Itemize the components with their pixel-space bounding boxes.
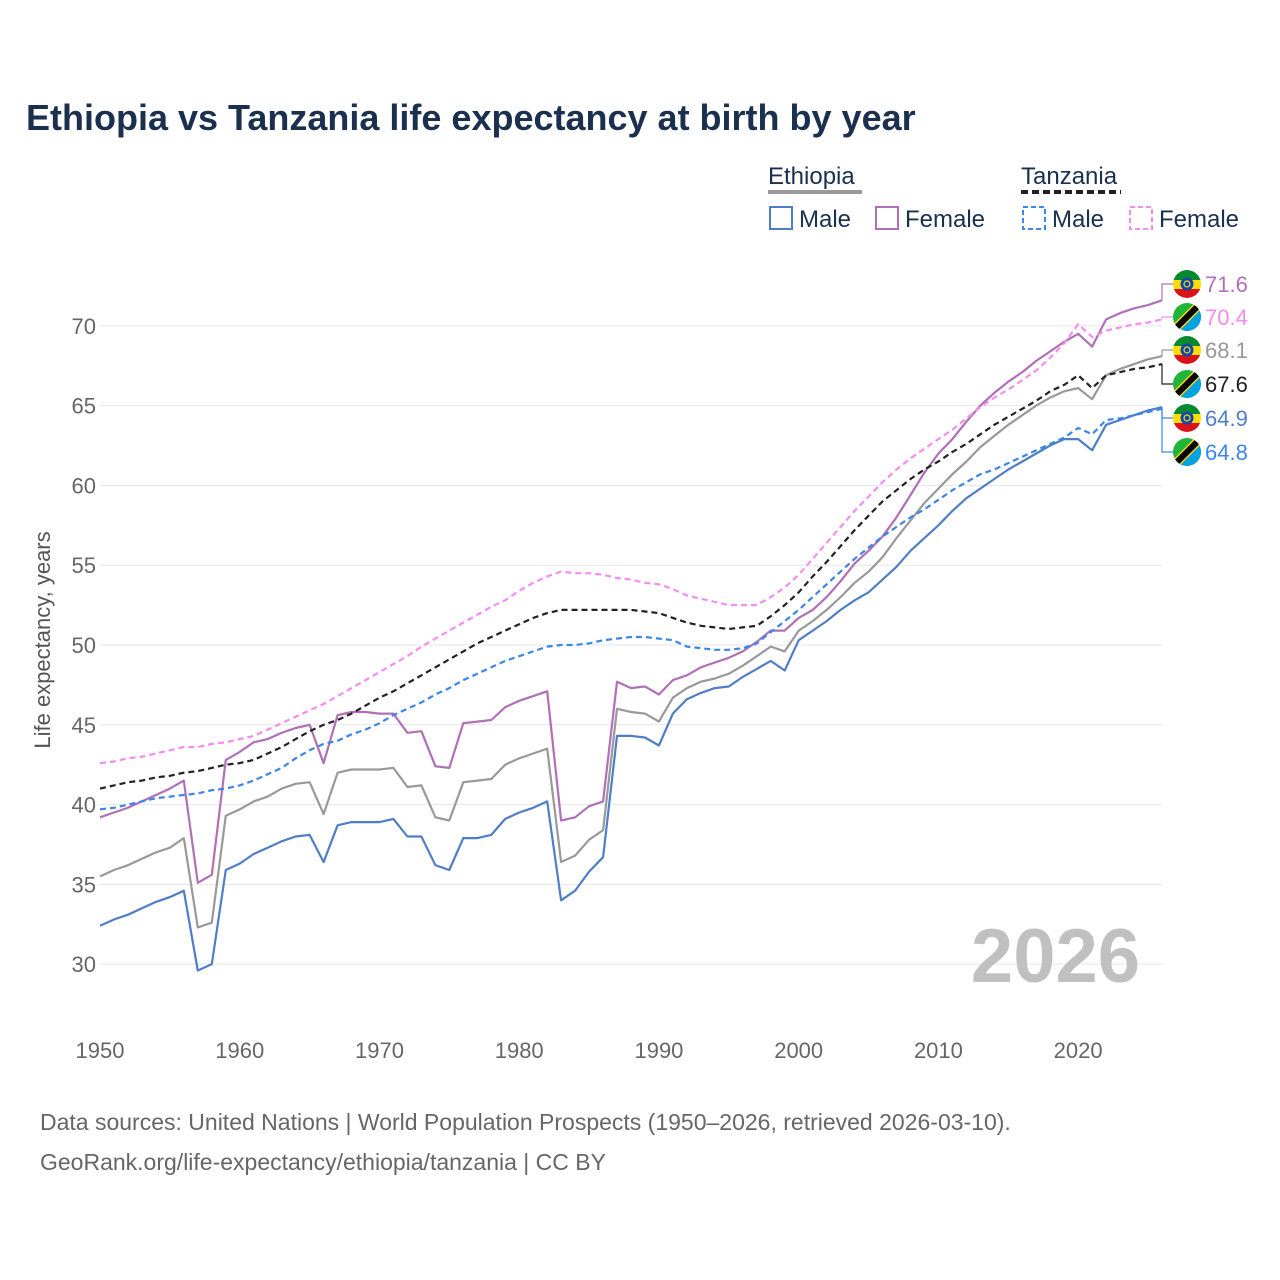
legend: Ethiopia Male Female Tanzania Male Femal… (768, 163, 1239, 233)
x-tick-label: 1980 (495, 1038, 544, 1063)
y-tick-label: 35 (72, 872, 96, 897)
legend-ethiopia-female-swatch (875, 206, 899, 230)
series-line-ethiopia-female (99, 299, 1163, 884)
legend-tanzania-female-label: Female (1159, 206, 1239, 233)
legend-tanzania-male-label: Male (1052, 206, 1104, 233)
x-tick-label: 2020 (1054, 1038, 1103, 1063)
series-line-tanzania-female (99, 318, 1163, 765)
legend-group-ethiopia: Ethiopia (768, 163, 855, 190)
legend-tanzania-male-swatch (1022, 206, 1046, 230)
end-label-connector (1161, 283, 1173, 301)
y-tick-label: 30 (72, 952, 96, 977)
legend-ethiopia-male-swatch (769, 206, 793, 230)
ethiopia-flag-icon (1173, 270, 1201, 298)
x-tick-label: 1990 (634, 1038, 683, 1063)
x-tick-label: 1970 (355, 1038, 404, 1063)
legend-ethiopia-female-label: Female (905, 206, 985, 233)
x-tick-label: 1960 (215, 1038, 264, 1063)
tanzania-flag-icon (1173, 303, 1201, 331)
end-label-connector (1161, 408, 1173, 453)
end-value-label: 70.4 (1205, 305, 1248, 330)
year-watermark: 2026 (971, 914, 1140, 999)
y-tick-label: 65 (72, 394, 96, 419)
end-label-connector (1161, 316, 1173, 320)
tanzania-flag-icon (1173, 438, 1201, 466)
end-label-connector (1161, 364, 1173, 385)
y-axis-ticks: 30 35 40 45 50 55 60 65 70 (72, 314, 96, 977)
end-labels: 71.6 70.4 68.1 67.6 64.9 64.8 (1161, 270, 1248, 466)
source-line-1: Data sources: United Nations | World Pop… (40, 1109, 1011, 1135)
x-tick-label: 2010 (914, 1038, 963, 1063)
y-tick-label: 45 (72, 713, 96, 738)
legend-ethiopia-male-label: Male (799, 206, 851, 233)
series-line-ethiopia-both (99, 355, 1163, 929)
end-value-label: 71.6 (1205, 272, 1248, 297)
y-tick-label: 60 (72, 473, 96, 498)
source-line-2: GeoRank.org/life-expectancy/ethiopia/tan… (40, 1149, 606, 1175)
ethiopia-flag-icon (1173, 404, 1201, 432)
end-label-connector (1161, 407, 1173, 419)
series-line-ethiopia-male (99, 406, 1163, 972)
ethiopia-flag-icon (1173, 336, 1201, 364)
end-value-label: 64.8 (1205, 440, 1248, 465)
y-axis-label: Life expectancy, years (30, 531, 55, 748)
gridlines (100, 325, 1162, 965)
x-tick-label: 1950 (76, 1038, 125, 1063)
y-tick-label: 70 (72, 314, 96, 339)
y-tick-label: 50 (72, 633, 96, 658)
y-tick-label: 40 (72, 793, 96, 818)
end-value-label: 67.6 (1205, 372, 1248, 397)
x-axis-ticks: 1950 1960 1970 1980 1990 2000 2010 2020 (76, 1038, 1103, 1063)
chart-title: Ethiopia vs Tanzania life expectancy at … (26, 97, 916, 138)
series-line-tanzania-both (99, 363, 1163, 790)
end-value-label: 68.1 (1205, 338, 1248, 363)
series-lines (99, 299, 1163, 972)
series-line-tanzania-male (99, 407, 1163, 811)
y-tick-label: 55 (72, 553, 96, 578)
legend-tanzania-female-swatch (1129, 206, 1153, 230)
end-value-label: 64.9 (1205, 406, 1248, 431)
end-label-connector (1161, 349, 1173, 357)
legend-group-tanzania: Tanzania (1021, 163, 1118, 190)
x-tick-label: 2000 (774, 1038, 823, 1063)
tanzania-flag-icon (1173, 370, 1201, 398)
